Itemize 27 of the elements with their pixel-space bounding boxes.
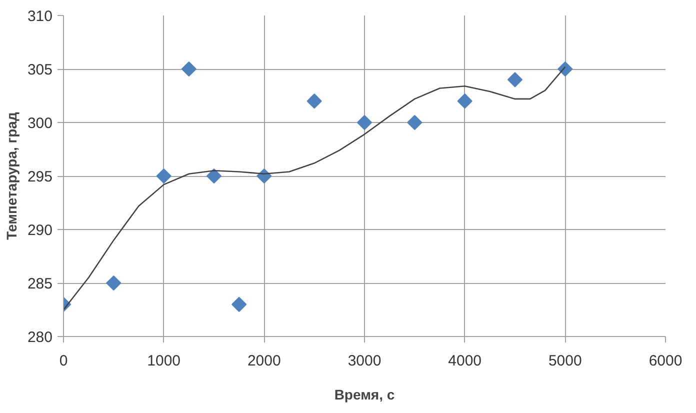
y-tick-label: 300 (27, 115, 53, 132)
x-tick-label: 0 (59, 352, 68, 370)
x-tick-label: 2000 (247, 352, 281, 370)
point (356, 114, 372, 130)
point (558, 61, 573, 77)
point (232, 296, 247, 312)
point (407, 114, 422, 130)
x-axis-title: Время, с (334, 386, 395, 402)
y-tick-label: 295 (27, 168, 53, 186)
y-tick-label: 285 (27, 276, 53, 292)
x-tick-label: 6000 (648, 352, 682, 370)
y-tick-label: 280 (27, 329, 53, 346)
point (206, 168, 222, 184)
point (106, 275, 122, 291)
x-tick-label: 3000 (348, 352, 382, 370)
y-tick-label: 290 (27, 222, 53, 239)
y-tick-label: 305 (27, 62, 53, 78)
x-tick-label: 4000 (448, 352, 482, 370)
point (507, 72, 523, 88)
y-axis-title: Темпетарура, град (3, 112, 20, 240)
x-tick-label: 1000 (147, 352, 181, 370)
point (457, 94, 472, 109)
y-tick-label: 310 (27, 8, 53, 25)
point (181, 61, 196, 77)
point (156, 168, 172, 184)
point (306, 94, 322, 109)
x-tick-label: 5000 (548, 352, 582, 370)
